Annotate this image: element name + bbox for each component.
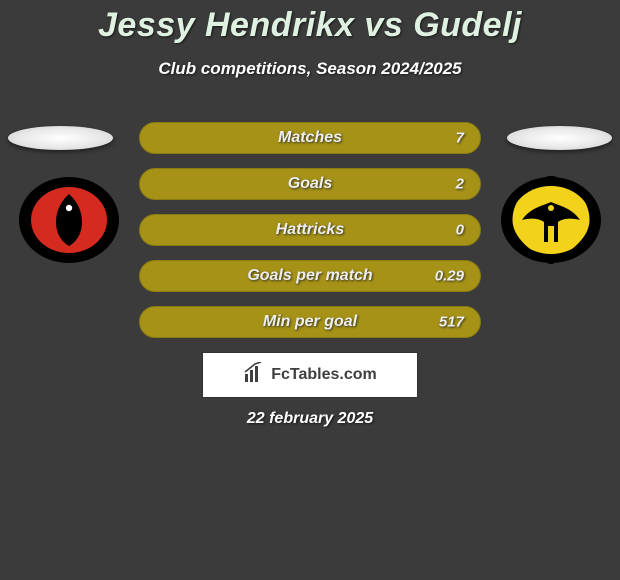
stat-row: Matches 7 <box>139 122 481 154</box>
stat-label: Goals per match <box>247 267 372 285</box>
stat-row: Goals 2 <box>139 168 481 200</box>
stat-row: Goals per match 0.29 <box>139 260 481 292</box>
attribution-box: FcTables.com <box>202 352 418 398</box>
stat-label: Goals <box>288 175 332 193</box>
chart-icon <box>243 362 265 389</box>
stat-value-right: 517 <box>439 314 464 331</box>
stat-label: Hattricks <box>276 221 344 239</box>
stat-row: Hattricks 0 <box>139 214 481 246</box>
comparison-subtitle: Club competitions, Season 2024/2025 <box>0 59 620 79</box>
stat-value-right: 0 <box>456 222 464 239</box>
stat-label: Min per goal <box>263 313 357 331</box>
comparison-title: Jessy Hendrikx vs Gudelj <box>0 0 620 45</box>
stat-value-right: 7 <box>456 130 464 147</box>
attribution-text: FcTables.com <box>271 366 377 384</box>
stat-row: Min per goal 517 <box>139 306 481 338</box>
stats-table: Matches 7 Goals 2 Hattricks 0 Goals per … <box>0 122 620 338</box>
stat-value-right: 2 <box>456 176 464 193</box>
stat-label: Matches <box>278 129 342 147</box>
stat-value-right: 0.29 <box>435 268 464 285</box>
comparison-date: 22 february 2025 <box>0 410 620 428</box>
